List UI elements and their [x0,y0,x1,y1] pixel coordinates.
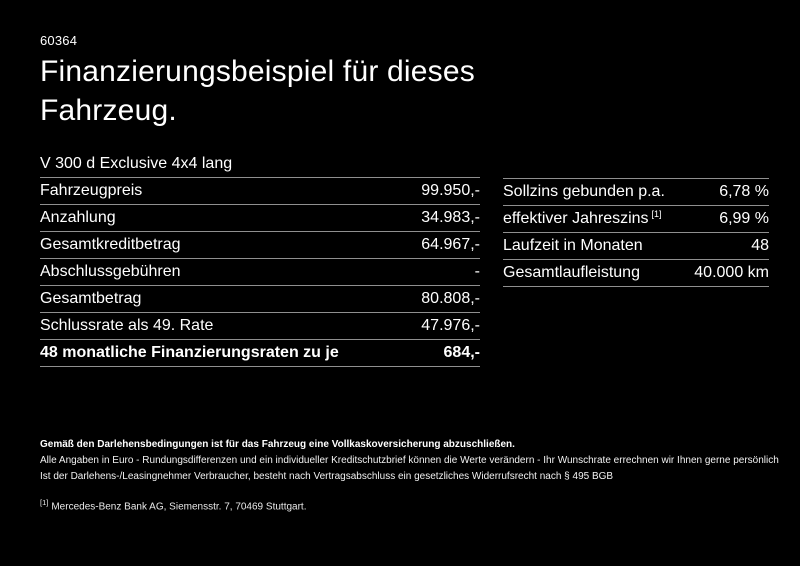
row-value: 34.983,- [421,209,480,226]
table-row: Schlussrate als 49. Rate 47.976,- [40,313,480,340]
doc-number: 60364 [40,33,78,48]
euro-disclaimer: Alle Angaben in Euro - Rundungsdifferenz… [40,455,779,466]
table-row: Sollzins gebunden p.a. 6,78 % [503,179,769,206]
footnote-text: Mercedes-Benz Bank AG, Siemensstr. 7, 70… [51,501,307,513]
table-row: Anzahlung 34.983,- [40,205,480,232]
row-value: 48 [751,237,769,254]
row-label: Anzahlung [40,209,116,226]
legal-footer: Gemäß den Darlehensbedingungen ist für d… [40,437,779,485]
row-label: effektiver Jahreszins [1] [503,208,662,228]
row-label: Laufzeit in Monaten [503,237,643,254]
conditions-table: Sollzins gebunden p.a. 6,78 % effektiver… [503,178,769,287]
footnote-marker: [1] [40,498,49,507]
vehicle-name: V 300 d Exclusive 4x4 lang [40,150,480,178]
table-row: Gesamtlaufleistung 40.000 km [503,260,769,287]
row-value: 47.976,- [421,317,480,334]
page-title-line2: Fahrzeug. [40,94,177,127]
table-row: Laufzeit in Monaten 48 [503,233,769,260]
row-value: 684,- [443,344,480,361]
table-row-total: 48 monatliche Finanzierungsraten zu je 6… [40,340,480,367]
row-value: 99.950,- [421,182,480,199]
insurance-disclaimer: Gemäß den Darlehensbedingungen ist für d… [40,439,515,450]
row-value: - [474,263,480,280]
table-row: effektiver Jahreszins [1] 6,99 % [503,206,769,233]
table-row: Gesamtbetrag 80.808,- [40,286,480,313]
row-label: Gesamtkreditbetrag [40,236,181,253]
row-value: 80.808,- [421,290,480,307]
table-row: Abschlussgebühren - [40,259,480,286]
page-title: Finanzierungsbeispiel für dieses Fahrzeug… [40,52,475,130]
row-label: Sollzins gebunden p.a. [503,183,665,200]
row-label: Gesamtlaufleistung [503,264,640,281]
bank-footnote: [1] Mercedes-Benz Bank AG, Siemensstr. 7,… [40,498,306,512]
row-label: Fahrzeugpreis [40,182,143,199]
row-label: Abschlussgebühren [40,263,181,280]
finance-table: V 300 d Exclusive 4x4 lang Fahrzeugpreis… [40,150,480,367]
finance-details: V 300 d Exclusive 4x4 lang Fahrzeugpreis… [40,150,769,367]
table-row: Fahrzeugpreis 99.950,- [40,178,480,205]
row-value: 6,99 % [719,210,769,227]
table-row: Gesamtkreditbetrag 64.967,- [40,232,480,259]
row-label-text: effektiver Jahreszins [503,210,649,227]
footnote-ref: [1] [651,208,662,219]
row-value: 40.000 km [694,264,769,281]
row-label: Schlussrate als 49. Rate [40,317,214,334]
withdrawal-disclaimer: Ist der Darlehens-/Leasingnehmer Verbrau… [40,471,614,482]
row-value: 6,78 % [719,183,769,200]
page-title-line1: Finanzierungsbeispiel für dieses [40,55,475,88]
row-label: 48 monatliche Finanzierungsraten zu je [40,344,339,361]
row-label: Gesamtbetrag [40,290,142,307]
row-value: 64.967,- [421,236,480,253]
